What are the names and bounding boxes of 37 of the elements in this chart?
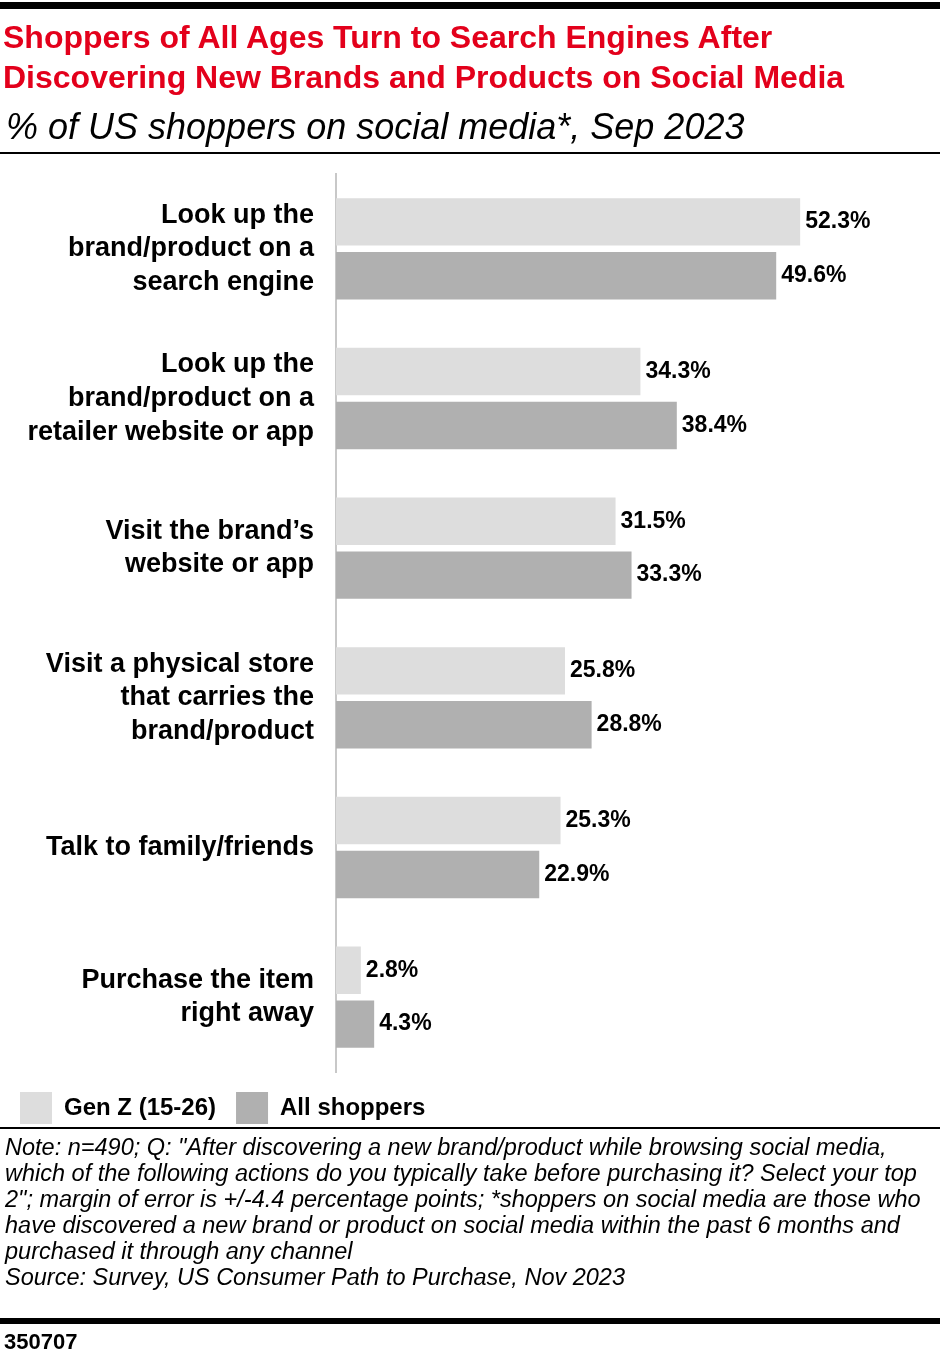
bar <box>336 551 632 599</box>
legend-label: All shoppers <box>280 1092 426 1120</box>
data-label: 25.3% <box>565 805 631 832</box>
legend-label: Gen Z (15-26) <box>64 1092 217 1120</box>
y-tick-label: Look up the brand/product on a retailer website or app <box>27 348 315 446</box>
bar <box>336 401 677 450</box>
y-tick-label: Look up the brand/product on a search engine <box>68 198 315 297</box>
bar <box>336 850 540 899</box>
data-label: 4.3% <box>379 1009 432 1036</box>
data-label: 33.3% <box>636 560 702 587</box>
data-label: 2.8% <box>365 955 419 982</box>
text: 350707 <box>4 1329 78 1354</box>
bar <box>336 497 616 545</box>
source-note: Source: Survey, US Consumer Path to Purchase, Nov 2023 <box>5 1264 626 1290</box>
bar <box>336 796 561 845</box>
data-label: 31.5% <box>620 506 686 533</box>
data-label: 25.8% <box>569 656 636 683</box>
bar <box>336 647 565 695</box>
data-label: 28.8% <box>596 710 662 737</box>
bar <box>336 347 641 396</box>
bar <box>336 198 801 246</box>
y-tick-label: Purchase the item right away <box>81 963 314 1028</box>
chart-subtitle: % of US shoppers on social media*, Sep 2023 <box>6 105 745 149</box>
data-label: 34.3% <box>645 356 711 383</box>
data-label: 52.3% <box>805 207 871 234</box>
data-label: 49.6% <box>781 261 847 288</box>
y-tick-label: Talk to family/friends <box>45 830 314 861</box>
bar <box>336 701 592 749</box>
y-tick-label: Visit the brand’s website or app <box>105 514 314 579</box>
y-tick-label: Visit a physical store that carries the brand/product <box>45 647 314 746</box>
text: Note: n=490; Q: "After discovering a new brand/product while browsing social media, which of the following actions do you typically take before purchasing it? Select your top 2"; margin of error is +/-4.4 percentage points; *shoppers on social media are those who have discovered a new brand or product on social media within the past 6 months and purchased it through any channel <box>5 1134 922 1264</box>
bar <box>336 946 361 994</box>
data-label: 38.4% <box>681 410 748 437</box>
chart-title: Shoppers of All Ages Turn to Search Engines After Discovering New Brands and Products on Social Media <box>3 18 846 97</box>
bar <box>336 252 777 300</box>
data-label: 22.9% <box>544 859 610 886</box>
bar <box>336 1000 375 1048</box>
